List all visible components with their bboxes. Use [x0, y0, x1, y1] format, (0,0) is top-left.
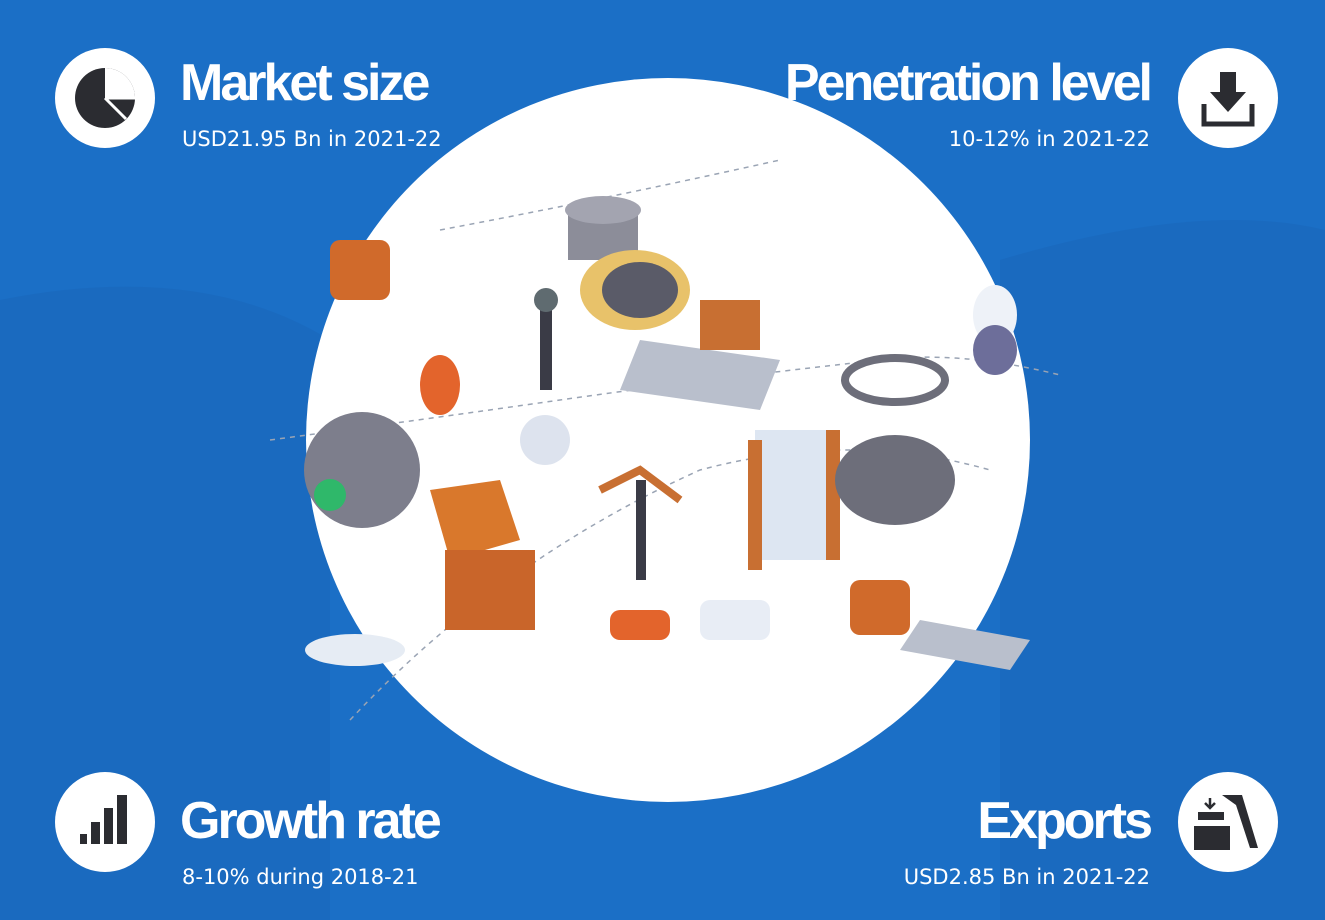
- exports-icon: [1178, 772, 1278, 872]
- stat-detail: USD2.85 Bn in 2021-22: [904, 865, 1150, 889]
- stat-detail: 8-10% during 2018-21: [182, 865, 418, 889]
- infographic: Market size USD21.95 Bn in 2021-22 Penet…: [0, 0, 1325, 920]
- stat-title: Exports: [977, 792, 1151, 850]
- stat-title: Market size: [180, 54, 429, 112]
- stat-title: Growth rate: [180, 792, 441, 850]
- stat-title: Penetration level: [785, 54, 1150, 112]
- stat-detail: 10-12% in 2021-22: [949, 127, 1150, 151]
- market-size-icon: [55, 48, 155, 148]
- penetration-level-icon: [1178, 48, 1278, 148]
- growth-rate-icon: [55, 772, 155, 872]
- stat-detail: USD21.95 Bn in 2021-22: [182, 127, 442, 151]
